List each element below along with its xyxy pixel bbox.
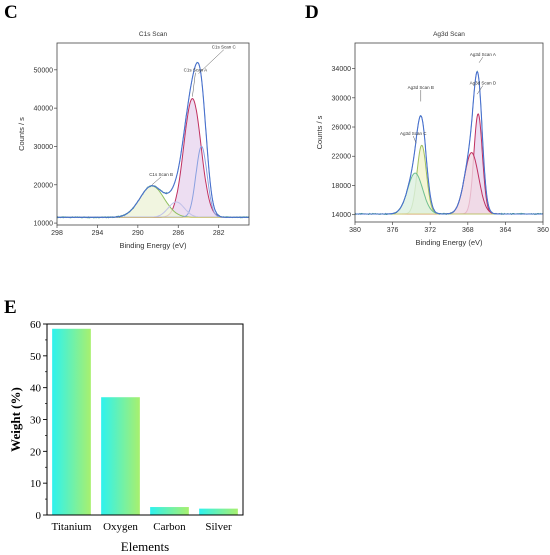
- envelope-fit: [355, 70, 543, 215]
- panel-label-c: C: [4, 2, 18, 23]
- annotation-label-1: Ag3d Scan D: [470, 81, 497, 86]
- bar-titanium: [52, 328, 91, 515]
- y-tick-label-0: 10000: [34, 221, 54, 228]
- panel-label-e: E: [4, 297, 17, 318]
- annotation-label-0: Ag3d Scan A: [470, 52, 496, 57]
- x-tick-label-5: 360: [537, 227, 549, 234]
- x-tick-label-2: 290: [132, 230, 144, 237]
- annotation-leader-2: [151, 176, 162, 185]
- annotation-leader-1: [192, 72, 196, 97]
- peak-fill-0: [57, 98, 249, 218]
- x-tick-label-1: 376: [387, 227, 399, 234]
- x-axis-label: Binding Energy (eV): [415, 238, 483, 247]
- x-tick-label-1: Oxygen: [103, 521, 138, 533]
- bar-oxygen: [101, 397, 140, 515]
- y-tick-label-1: 10: [30, 478, 42, 490]
- x-tick-label-0: Titanium: [52, 521, 92, 533]
- x-tick-label-4: 282: [213, 230, 225, 237]
- x-tick-label-3: Silver: [205, 521, 232, 533]
- x-tick-label-4: 364: [500, 227, 512, 234]
- annotation-leader-0: [478, 57, 484, 63]
- y-tick-label-0: 14000: [332, 212, 352, 219]
- y-tick-label-5: 50: [30, 351, 42, 363]
- y-tick-label-3: 40000: [34, 106, 54, 113]
- y-tick-label-4: 40: [30, 383, 42, 395]
- annotation-label-2: Ag3d Scan B: [408, 85, 434, 90]
- y-axis-label: Counts / s: [17, 117, 26, 151]
- y-tick-label-0: 0: [36, 510, 42, 522]
- y-tick-label-4: 50000: [34, 67, 54, 74]
- y-axis-label: Counts / s: [315, 115, 324, 149]
- annotation-label-2: C1s Scan B: [149, 172, 173, 177]
- x-tick-label-0: 298: [51, 230, 63, 237]
- y-tick-label-2: 20: [30, 446, 42, 458]
- x-tick-label-1: 294: [92, 230, 104, 237]
- x-tick-label-2: Carbon: [153, 521, 186, 533]
- y-tick-label-2: 22000: [332, 154, 352, 161]
- bar-silver: [199, 508, 238, 515]
- chart-title: Ag3d Scan: [433, 31, 465, 38]
- y-tick-label-6: 60: [30, 319, 42, 331]
- annotation-label-0: C1s Scan C: [212, 45, 237, 50]
- envelope-fit: [57, 61, 249, 218]
- annotation-label-3: Ag3d Scan C: [400, 131, 427, 136]
- plot-frame: [56, 42, 250, 226]
- y-tick-label-3: 26000: [332, 125, 352, 132]
- bar-carbon: [150, 507, 189, 515]
- y-tick-label-1: 20000: [34, 182, 54, 189]
- x-axis-label: Elements: [121, 539, 169, 554]
- chart-title: C1s Scan: [139, 31, 168, 38]
- annotation-leader-3: [413, 135, 417, 144]
- panel-label-d: D: [305, 2, 319, 23]
- y-tick-label-3: 30: [30, 415, 42, 427]
- x-axis-label: Binding Energy (eV): [119, 241, 187, 250]
- y-tick-label-1: 18000: [332, 183, 352, 190]
- annotation-leader-0: [198, 49, 224, 74]
- y-axis-label: Weight (%): [8, 387, 23, 452]
- y-tick-label-4: 30000: [332, 95, 352, 102]
- x-tick-label-2: 372: [424, 227, 436, 234]
- annotation-label-1: C1s Scan A: [184, 68, 208, 73]
- peak-fill-1: [57, 185, 249, 218]
- x-tick-label-3: 368: [462, 227, 474, 234]
- annotation-leader-1: [476, 85, 484, 95]
- y-tick-label-2: 30000: [34, 144, 54, 151]
- x-tick-label-0: 380: [349, 227, 361, 234]
- x-tick-label-3: 286: [172, 230, 184, 237]
- y-tick-label-5: 34000: [332, 66, 352, 73]
- plot-frame: [354, 42, 544, 223]
